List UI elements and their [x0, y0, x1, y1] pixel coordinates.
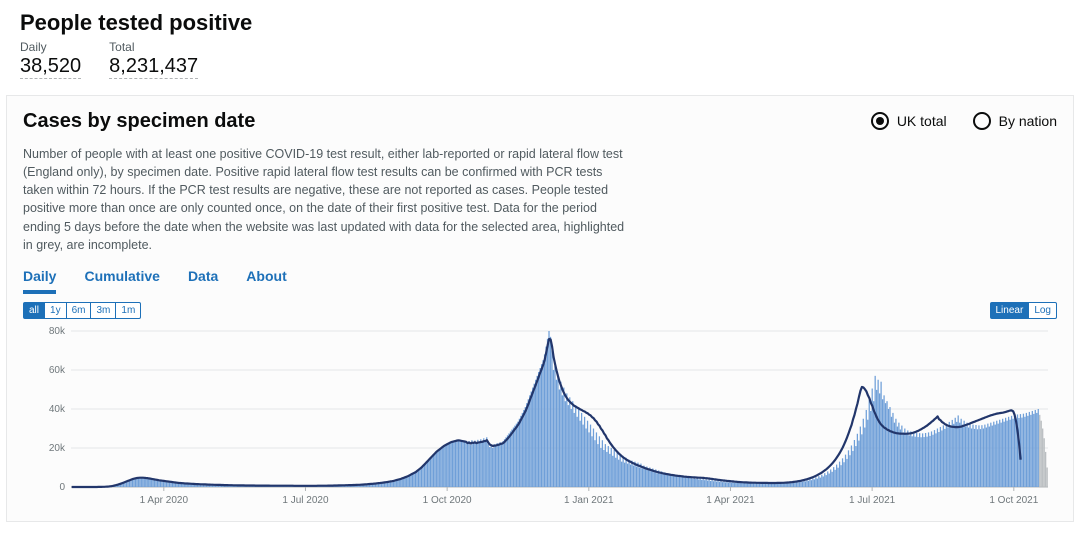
range-btn-1y[interactable]: 1y [44, 302, 67, 319]
svg-text:1 Jan 2021: 1 Jan 2021 [564, 495, 614, 506]
range-btn-6m[interactable]: 6m [66, 302, 92, 319]
svg-text:1 Jul 2020: 1 Jul 2020 [282, 495, 329, 506]
radio-by-nation[interactable]: By nation [973, 112, 1057, 130]
stat-total-value: 8,231,437 [109, 54, 198, 79]
stat-total: Total 8,231,437 [109, 40, 198, 79]
range-btn-3m[interactable]: 3m [90, 302, 116, 319]
svg-text:1 Oct 2021: 1 Oct 2021 [989, 495, 1038, 506]
stat-daily-label: Daily [20, 40, 81, 54]
stat-row: Daily 38,520 Total 8,231,437 [20, 40, 1060, 79]
range-buttons: all1y6m3m1m [23, 302, 141, 319]
chart-controls: all1y6m3m1m LinearLog [23, 302, 1057, 319]
scale-btn-linear[interactable]: Linear [990, 302, 1030, 319]
tab-data[interactable]: Data [188, 268, 218, 294]
stat-daily: Daily 38,520 [20, 40, 81, 79]
range-btn-1m[interactable]: 1m [115, 302, 141, 319]
radio-uk-total[interactable]: UK total [871, 112, 947, 130]
svg-text:1 Apr 2021: 1 Apr 2021 [706, 495, 755, 506]
scale-btn-log[interactable]: Log [1028, 302, 1057, 319]
radio-group-scope: UK total By nation [871, 110, 1057, 130]
svg-text:0: 0 [59, 482, 65, 493]
scale-buttons: LinearLog [990, 302, 1058, 319]
tab-cumulative[interactable]: Cumulative [84, 268, 159, 294]
radio-icon [871, 112, 889, 130]
panel-cases: Cases by specimen date UK total By natio… [6, 95, 1074, 522]
svg-text:1 Apr 2020: 1 Apr 2020 [140, 495, 189, 506]
svg-text:60k: 60k [49, 365, 66, 376]
section-description: Number of people with at least one posit… [23, 145, 633, 254]
stat-total-label: Total [109, 40, 198, 54]
tab-daily[interactable]: Daily [23, 268, 56, 294]
svg-text:40k: 40k [49, 404, 66, 415]
svg-text:20k: 20k [49, 443, 66, 454]
svg-text:1 Oct 2020: 1 Oct 2020 [423, 495, 472, 506]
tab-about[interactable]: About [246, 268, 286, 294]
page-title: People tested positive [20, 10, 1060, 36]
cases-chart-svg: 0 20k 40k 60k 80k 1 Apr 2020 1 Jul 2020 1 Oct 2… [23, 323, 1053, 513]
radio-by-nation-label: By nation [999, 113, 1057, 129]
cases-chart: 0 20k 40k 60k 80k 1 Apr 2020 1 Jul 2020 1 Oct 2… [23, 323, 1057, 513]
panel-head: Cases by specimen date UK total By natio… [23, 110, 1057, 133]
section-title: Cases by specimen date [23, 110, 255, 133]
radio-uk-total-label: UK total [897, 113, 947, 129]
svg-text:80k: 80k [49, 326, 66, 337]
tabs: Daily Cumulative Data About [23, 268, 1057, 294]
svg-text:1 Jul 2021: 1 Jul 2021 [849, 495, 896, 506]
radio-icon [973, 112, 991, 130]
stat-daily-value: 38,520 [20, 54, 81, 79]
header-block: People tested positive Daily 38,520 Tota… [0, 0, 1080, 89]
range-btn-all[interactable]: all [23, 302, 45, 319]
